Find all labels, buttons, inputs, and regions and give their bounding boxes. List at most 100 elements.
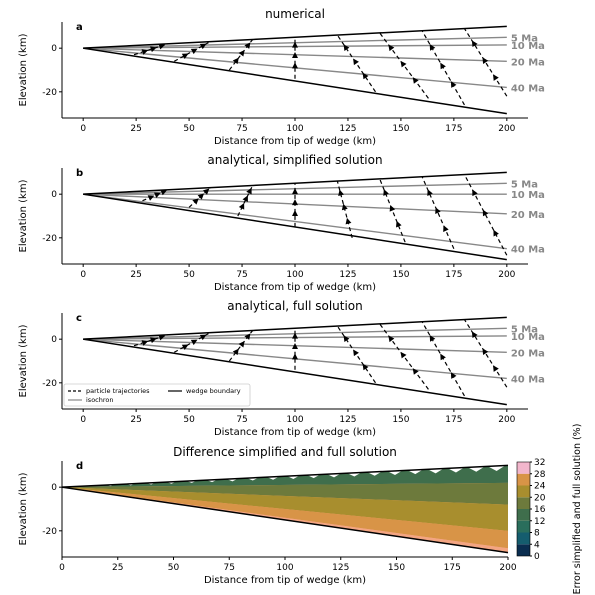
x-tick-label: 50: [168, 563, 180, 573]
trajectory-arrow: [343, 335, 350, 342]
colorbar-segment: [517, 497, 530, 509]
trajectory-arrow: [440, 353, 446, 361]
heatmap-band: [62, 482, 508, 505]
x-axis-label: Distance from tip of wedge (km): [214, 282, 376, 293]
colorbar-tick-label: 4: [534, 540, 540, 550]
x-tick-label: 150: [392, 270, 409, 280]
colorbar-segment: [517, 509, 530, 521]
isochron-label: 20 Ma: [511, 210, 545, 221]
colorbar-tick-label: 24: [534, 482, 546, 492]
x-tick-label: 175: [444, 563, 461, 573]
trajectory-arrow: [362, 72, 369, 80]
trajectory-arrow: [400, 60, 407, 68]
legend-label: wedge boundary: [186, 387, 241, 395]
colorbar-segment: [517, 544, 530, 556]
trajectory-arrow: [232, 57, 239, 65]
panel-letter: a: [76, 22, 83, 33]
x-tick-label: 200: [499, 563, 516, 573]
wedge-boundary: [83, 316, 507, 340]
trajectory-arrow: [199, 43, 207, 50]
trajectory-arrow: [192, 198, 199, 205]
y-axis-label: Elevation (km): [18, 324, 29, 397]
trajectory-arrow: [190, 339, 198, 346]
x-tick-label: 200: [498, 415, 515, 425]
trajectory-arrow: [471, 40, 478, 48]
x-tick-label: 175: [445, 270, 462, 280]
trajectory-arrow: [353, 349, 359, 357]
trajectory-arrow: [246, 187, 252, 195]
particle-trajectory: [421, 30, 465, 106]
particle-trajectory: [336, 180, 353, 238]
trajectory-arrow: [232, 348, 239, 356]
y-axis-label: Elevation (km): [18, 33, 29, 106]
trajectory-arrow: [482, 348, 489, 355]
colorbar-tick-label: 8: [534, 529, 540, 539]
x-tick-label: 0: [80, 415, 86, 425]
trajectory-arrow: [244, 333, 251, 340]
y-tick-label: 0: [51, 335, 57, 345]
colorbar-tick-label: 20: [534, 493, 546, 503]
y-axis-label: Elevation (km): [18, 179, 29, 252]
y-tick-label: 0: [51, 44, 57, 54]
colorbar-tick-label: 28: [534, 470, 546, 480]
trajectory-arrow: [450, 372, 457, 379]
wedge-boundary: [83, 25, 507, 49]
x-tick-label: 50: [183, 124, 195, 134]
isochron-label: 40 Ma: [511, 374, 545, 385]
legend-label: particle trajectories: [86, 387, 150, 395]
x-tick-label: 0: [59, 563, 65, 573]
trajectory-arrow: [396, 220, 402, 228]
isochron-label: 10 Ma: [511, 41, 545, 52]
y-tick-label: 0: [51, 190, 57, 200]
isochron-label: 20 Ma: [511, 57, 545, 68]
trajectory-arrow: [362, 363, 369, 371]
trajectory-arrow: [160, 189, 168, 196]
trajectory-arrow: [388, 335, 395, 343]
trajectory-arrow: [400, 351, 407, 359]
trajectory-arrow: [412, 368, 419, 375]
x-axis-label: Distance from tip of wedge (km): [204, 575, 366, 586]
x-tick-label: 25: [130, 124, 141, 134]
x-tick-label: 100: [286, 124, 303, 134]
panel-d: Difference simplified and full solution d…: [18, 424, 583, 595]
trajectory-arrow: [154, 192, 161, 199]
isochron-label: 40 Ma: [511, 245, 545, 256]
x-tick-label: 75: [224, 563, 235, 573]
x-tick-label: 50: [183, 415, 195, 425]
trajectory-arrow: [427, 189, 433, 196]
y-tick-label: -20: [42, 88, 57, 98]
particle-trajectory: [421, 321, 465, 397]
trajectory-arrow: [292, 210, 298, 216]
trajectory-arrow: [202, 188, 210, 195]
panel-title: analytical, full solution: [227, 299, 363, 313]
trajectory-arrow: [482, 209, 489, 217]
isochron-label: 5 Ma: [511, 179, 538, 190]
isochron-line: [83, 193, 507, 250]
trajectory-arrow: [181, 344, 189, 350]
x-tick-label: 125: [339, 415, 356, 425]
y-tick-label: -20: [42, 527, 57, 537]
x-tick-label: 50: [183, 270, 195, 280]
particle-trajectory: [463, 319, 508, 388]
trajectory-arrow: [292, 343, 298, 349]
trajectory-arrow: [292, 353, 298, 360]
trajectory-arrow: [190, 48, 198, 55]
y-axis-label: Elevation (km): [18, 472, 29, 545]
trajectory-arrow: [292, 332, 298, 339]
legend-box: [63, 383, 251, 407]
trajectory-arrow: [158, 43, 166, 50]
x-tick-label: 100: [276, 563, 293, 573]
x-tick-label: 75: [236, 415, 247, 425]
isochron-label: 40 Ma: [511, 83, 545, 94]
colorbar-segment: [517, 462, 530, 474]
heatmap-band: [62, 487, 508, 549]
trajectory-arrow: [338, 189, 344, 197]
trajectory-arrow: [353, 58, 359, 66]
wedge-boundary: [83, 193, 507, 261]
trajectory-arrow: [181, 53, 189, 59]
x-tick-label: 125: [332, 563, 349, 573]
trajectory-arrow: [389, 204, 396, 212]
panel-title: numerical: [265, 7, 325, 21]
